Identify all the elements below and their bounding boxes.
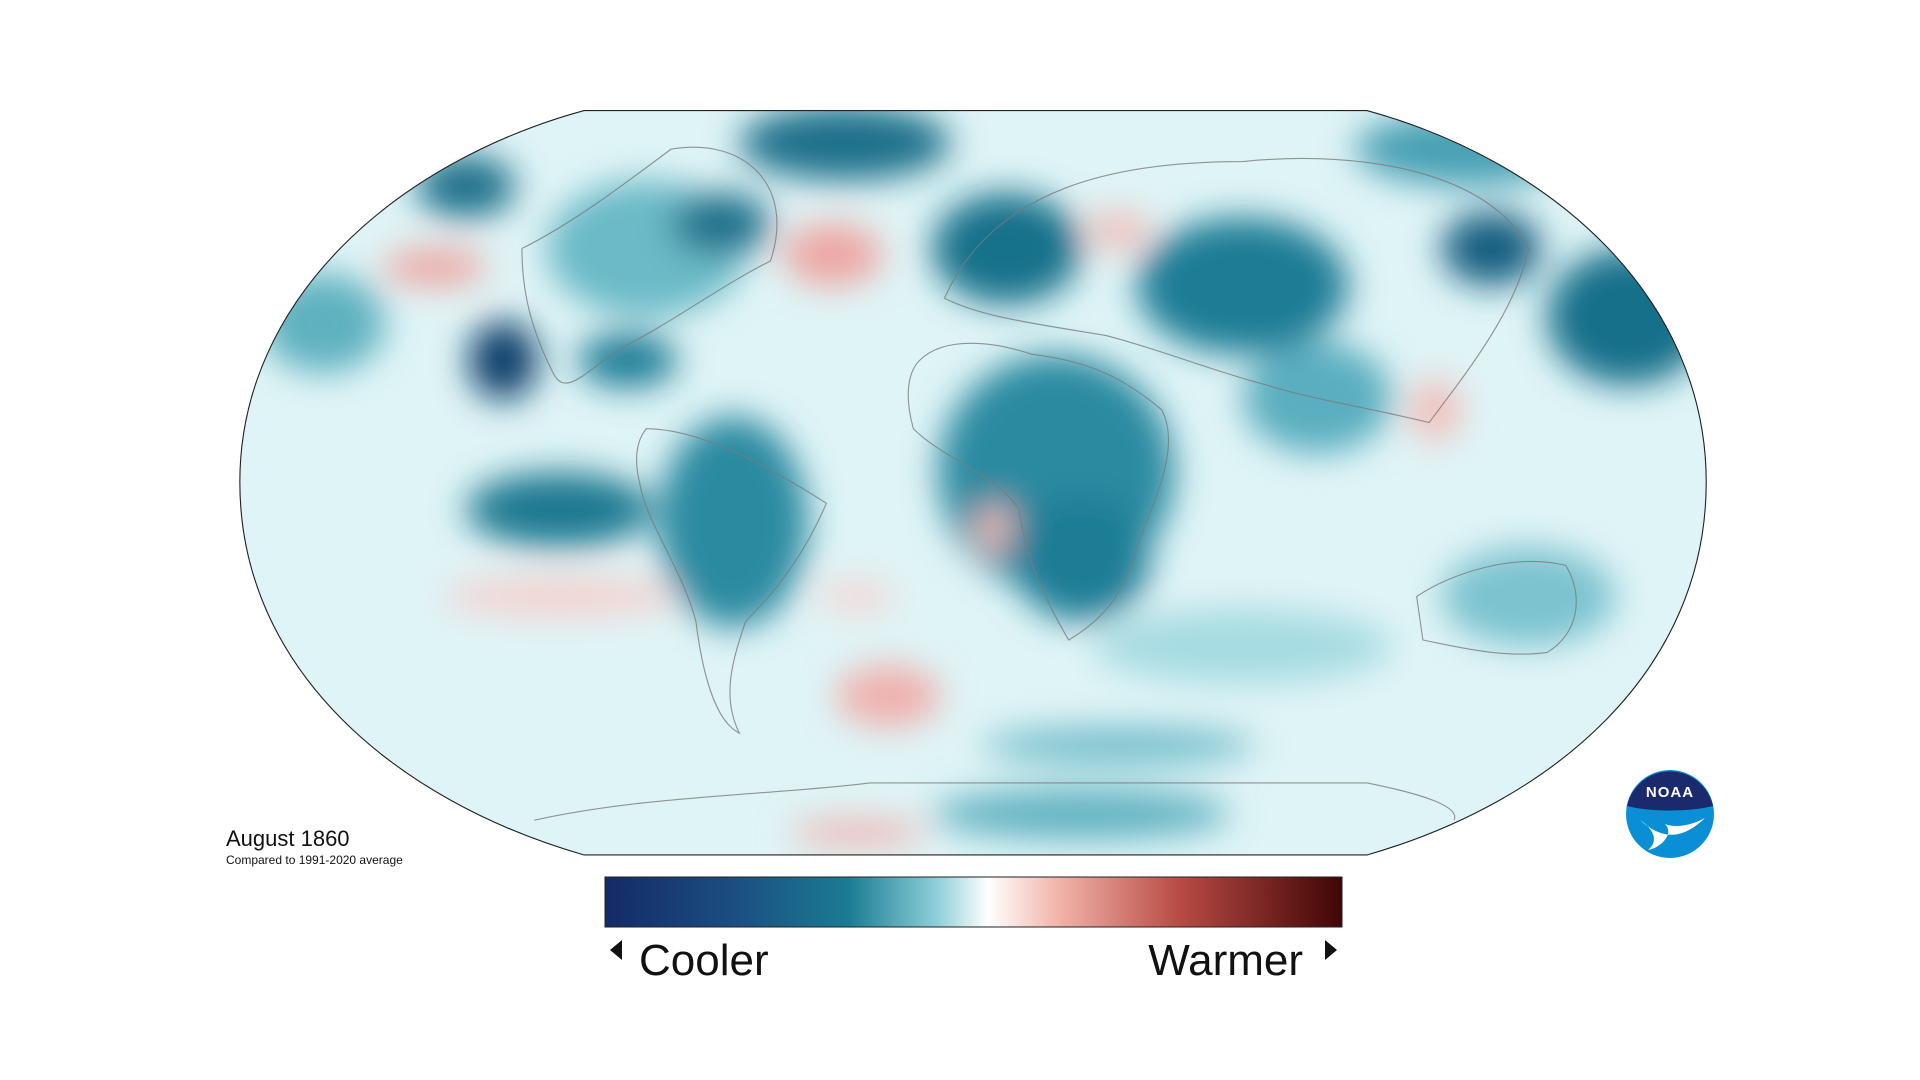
map <box>239 110 1707 856</box>
caption-title: August 1860 <box>226 826 350 851</box>
legend-low: Cooler <box>639 936 769 985</box>
color-bar <box>604 876 1343 928</box>
caption-subtitle: Compared to 1991-2020 average <box>226 853 403 867</box>
noaa-logo: NOAA <box>1626 770 1714 858</box>
arrow-left <box>610 940 622 960</box>
arrow-right <box>1325 940 1337 960</box>
legend-high: Warmer <box>1148 936 1303 985</box>
logo-text: NOAA <box>1646 784 1694 801</box>
